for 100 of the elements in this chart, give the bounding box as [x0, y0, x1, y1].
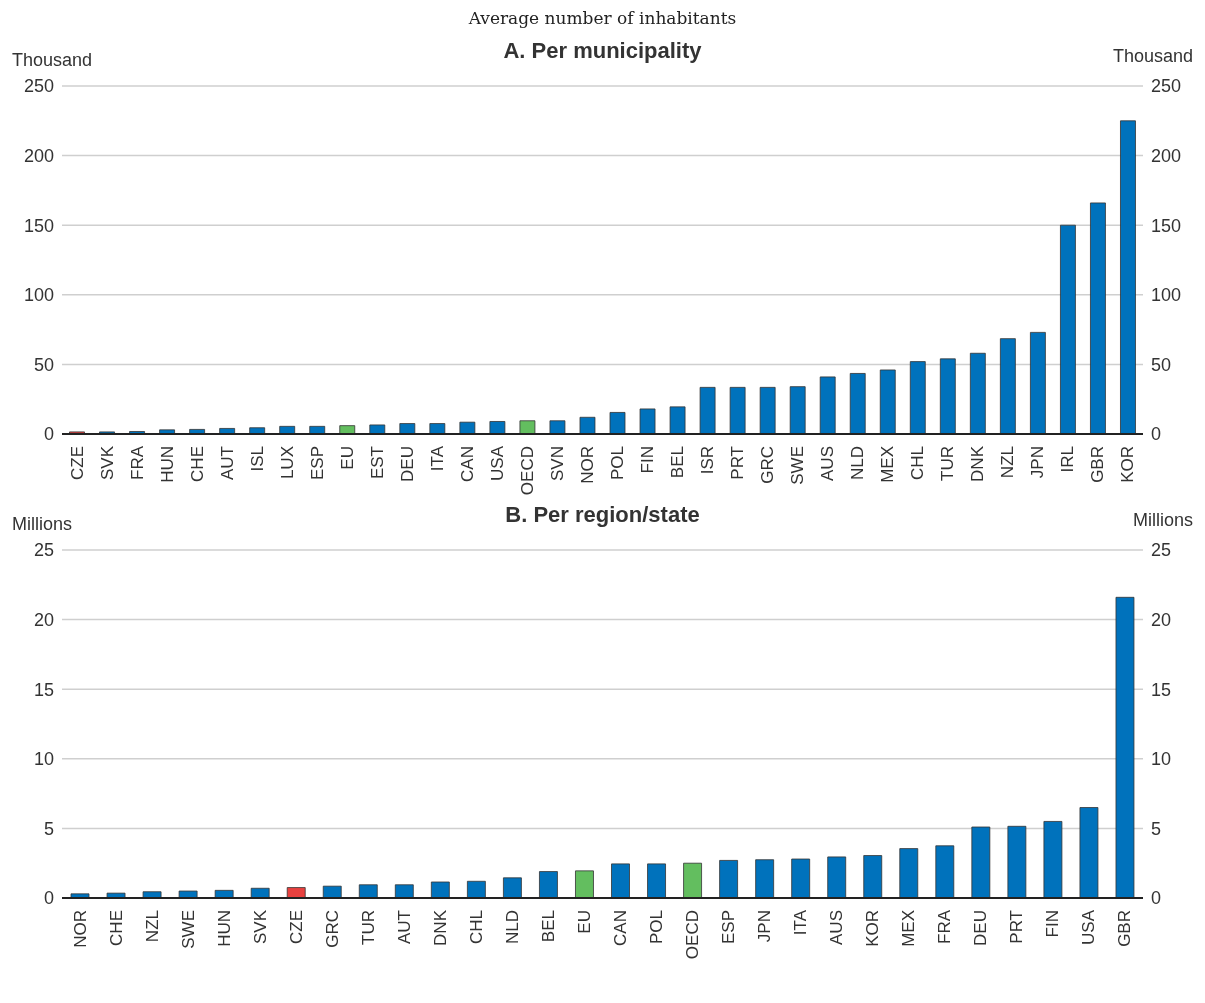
bar: [969, 352, 986, 434]
bar: [70, 893, 90, 898]
bar: [549, 420, 566, 434]
x-tick-label: MEX: [878, 446, 898, 483]
bar: [250, 887, 270, 898]
x-tick-label: DNK: [968, 445, 988, 482]
bar: [142, 891, 162, 898]
bar: [1115, 596, 1135, 898]
y-tick-label: 15: [33, 679, 54, 700]
x-tick-label: EU: [337, 446, 357, 470]
y2-tick-label: 250: [1151, 76, 1182, 97]
x-tick-label: ITA: [791, 909, 811, 936]
bar: [683, 862, 702, 898]
y2-tick-label: 20: [1151, 609, 1172, 630]
bar: [647, 863, 666, 898]
y2-tick-label: 0: [1151, 424, 1162, 445]
y2-tick-label: 25: [1151, 540, 1172, 561]
x-tick-label: IRL: [1058, 446, 1078, 473]
y2-axis-title: Thousand: [1112, 46, 1193, 67]
x-tick-label: ISR: [698, 446, 718, 475]
x-tick-label: AUT: [217, 446, 237, 480]
x-tick-label: FRA: [127, 445, 147, 480]
x-tick-label: AUT: [394, 910, 414, 944]
x-tick-label: ESP: [307, 446, 327, 481]
bar: [611, 863, 630, 898]
x-tick-label: POL: [608, 446, 628, 481]
y-tick-label: 25: [33, 540, 54, 561]
x-tick-label: BEL: [538, 910, 558, 943]
y2-axis-title: Millions: [1132, 510, 1193, 531]
bar: [1043, 821, 1063, 898]
bar: [1120, 120, 1136, 434]
x-tick-label: GBR: [1115, 910, 1135, 947]
x-tick-label: PRT: [1007, 910, 1027, 944]
x-tick-label: DEU: [397, 446, 417, 482]
y2-tick-label: 5: [1151, 818, 1162, 839]
bar: [791, 858, 811, 898]
x-tick-label: BEL: [668, 446, 688, 479]
bar: [639, 408, 656, 434]
bar: [214, 889, 234, 898]
bar: [1030, 331, 1046, 434]
bar: [249, 427, 266, 434]
bar: [178, 890, 198, 898]
y-tick-label: 50: [33, 354, 54, 375]
chart-title: A. Per municipality: [503, 38, 702, 63]
x-tick-label: DEU: [971, 910, 991, 946]
y-tick-label: 0: [43, 888, 54, 909]
bar: [466, 880, 486, 898]
x-tick-label: EU: [574, 910, 594, 934]
x-tick-label: LUX: [277, 446, 297, 480]
x-tick-label: AUS: [818, 446, 838, 481]
x-tick-label: GBR: [1088, 446, 1108, 483]
y-axis-title: Millions: [12, 514, 73, 535]
bar: [1090, 202, 1106, 434]
x-tick-label: SWE: [788, 446, 808, 485]
y2-tick-label: 15: [1151, 679, 1172, 700]
x-tick-label: KOR: [1118, 446, 1138, 483]
x-tick-label: GRC: [322, 910, 342, 948]
bar: [459, 421, 476, 434]
x-tick-label: NLD: [848, 446, 868, 481]
x-tick-label: MEX: [899, 910, 919, 947]
x-tick-label: NOR: [577, 446, 597, 484]
bar: [358, 884, 378, 898]
bar: [286, 887, 306, 898]
x-tick-label: HUN: [214, 910, 234, 947]
x-tick-label: ESP: [719, 910, 739, 945]
x-tick-label: OECD: [517, 446, 537, 496]
y-tick-label: 20: [33, 609, 54, 630]
bar: [519, 420, 536, 434]
x-tick-label: TUR: [938, 446, 958, 481]
x-tick-label: NZL: [142, 910, 162, 943]
x-tick-label: OECD: [683, 910, 703, 960]
bar: [399, 423, 416, 434]
bar: [971, 826, 991, 898]
bar: [106, 892, 126, 898]
bar: [999, 338, 1016, 434]
bar: [669, 406, 686, 434]
bar: [339, 425, 356, 434]
y2-tick-label: 50: [1151, 354, 1172, 375]
x-tick-label: HUN: [157, 446, 177, 483]
bar: [539, 871, 558, 898]
x-tick-label: CAN: [611, 910, 631, 946]
x-tick-label: EST: [367, 446, 387, 480]
x-tick-label: TUR: [358, 910, 378, 945]
bar: [575, 870, 594, 898]
bar: [879, 369, 896, 434]
x-tick-label: NLD: [502, 910, 522, 945]
x-tick-label: USA: [487, 445, 507, 481]
bar: [759, 386, 776, 434]
bar: [863, 855, 883, 898]
x-tick-label: CHL: [466, 910, 486, 945]
x-tick-label: CZE: [67, 446, 87, 480]
x-tick-label: NZL: [998, 446, 1018, 479]
bar: [789, 386, 806, 434]
x-tick-label: KOR: [863, 910, 883, 947]
bar: [819, 376, 836, 434]
bar: [909, 361, 926, 434]
y-tick-label: 250: [23, 76, 54, 97]
x-tick-label: JPN: [755, 910, 775, 943]
x-tick-label: PRT: [728, 446, 748, 480]
y-tick-label: 200: [23, 145, 54, 166]
